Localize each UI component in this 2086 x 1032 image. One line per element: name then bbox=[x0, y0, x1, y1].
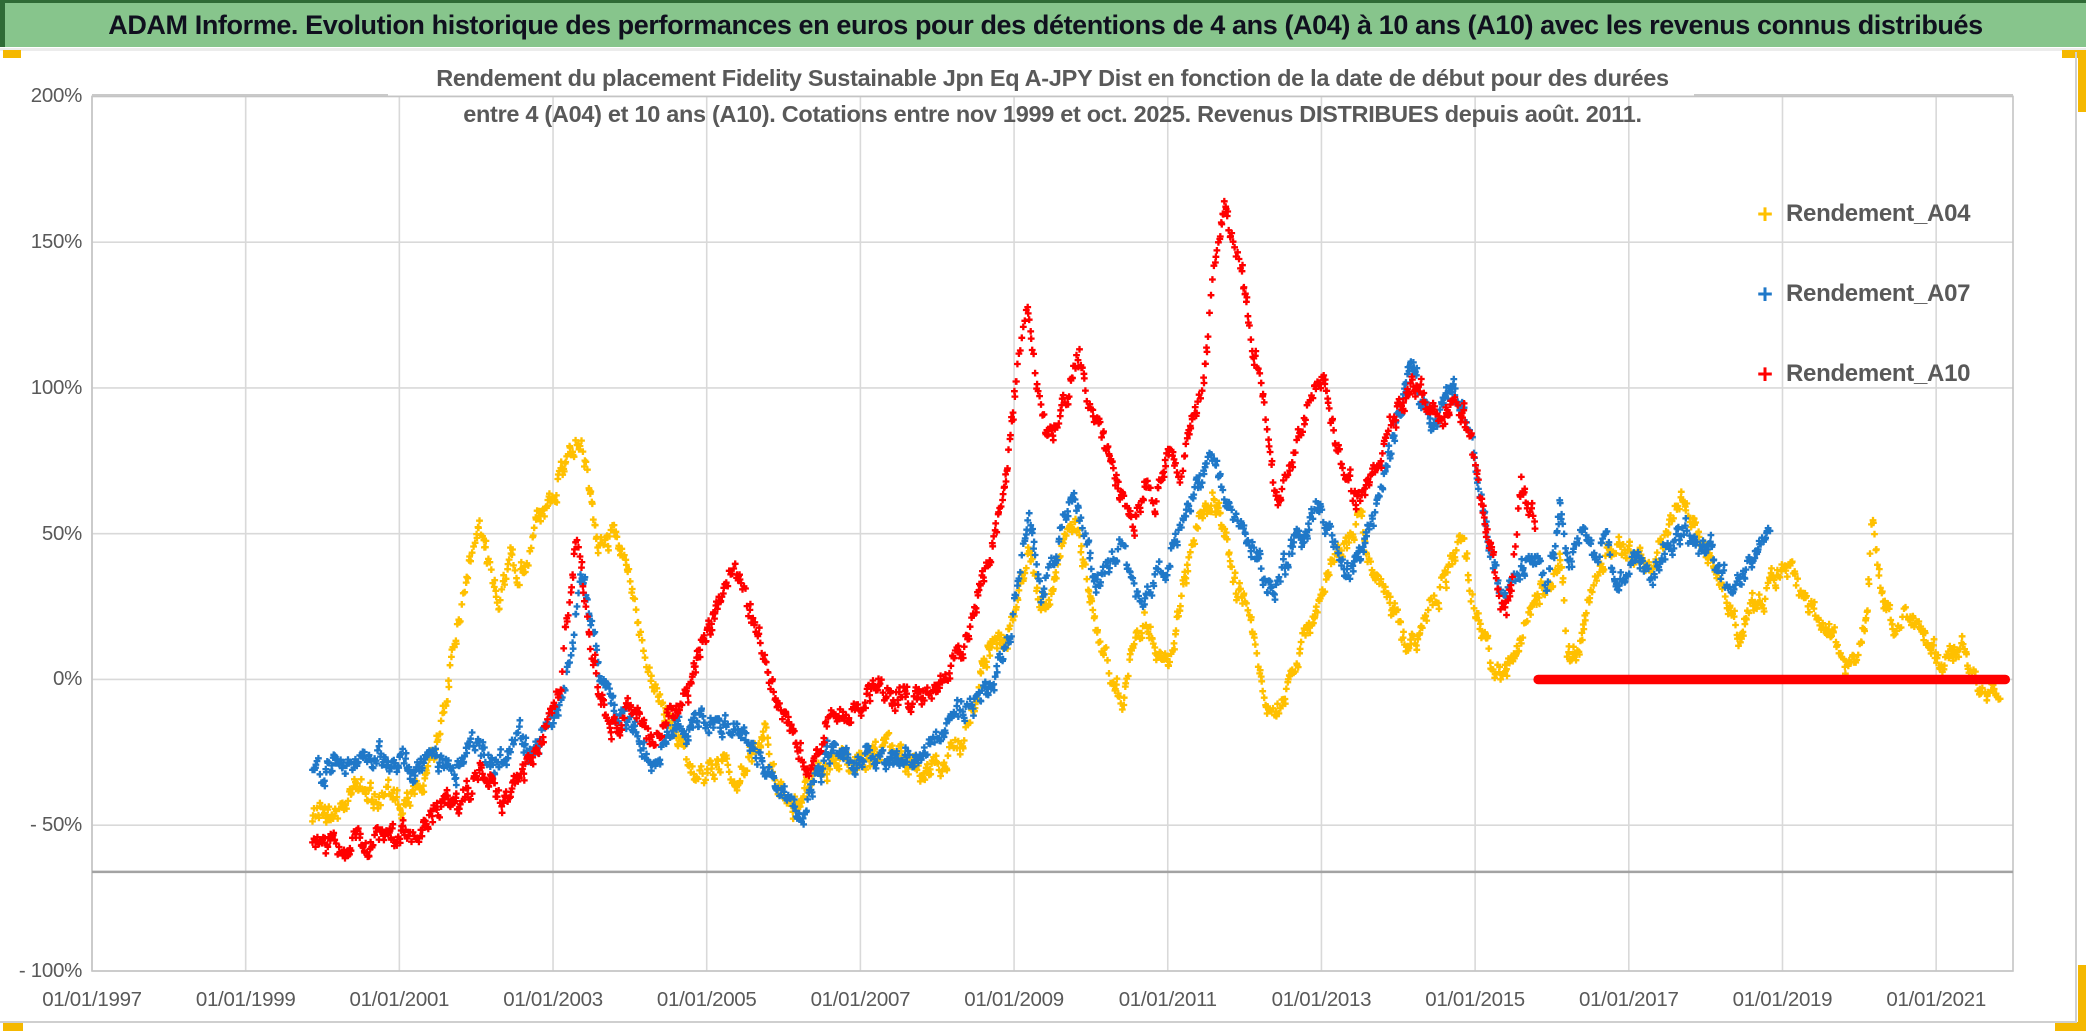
chart-subtitle-line2: entre 4 (A04) et 10 ans (A10). Cotations… bbox=[463, 101, 1642, 127]
legend-label: Rendement_A07 bbox=[1786, 280, 1971, 307]
x-tick-2011: 01/01/2011 bbox=[1118, 988, 1217, 1011]
accent-bottom-right-v bbox=[2078, 965, 2086, 1031]
chart-legend: + Rendement_A04 + Rendement_A07 + Rendement_A… bbox=[1752, 196, 1970, 436]
accent-top-left bbox=[3, 50, 21, 58]
series-Rendement_A07 bbox=[309, 358, 1774, 828]
chart-subtitle: Rendement du placement Fidelity Sustaina… bbox=[92, 60, 2013, 132]
legend-item-Rendement_A07: + Rendement_A07 bbox=[1752, 276, 1970, 312]
subtitle-rule-right bbox=[1694, 94, 2013, 96]
accent-top-right-v bbox=[2078, 50, 2086, 112]
accent-bottom-left bbox=[3, 1023, 23, 1031]
page-title: ADAM Informe. Evolution historique des p… bbox=[108, 9, 1983, 40]
subtitle-rule-left bbox=[92, 94, 388, 96]
series-Rendement_A04 bbox=[309, 436, 2004, 826]
y-tick-0%: 0% bbox=[52, 667, 82, 691]
legend-plus-marker-icon: + bbox=[1757, 279, 1773, 309]
accent-bottom-right-h bbox=[2055, 1022, 2086, 1031]
legend-label: Rendement_A04 bbox=[1786, 200, 1971, 227]
title-banner: ADAM Informe. Evolution historique des p… bbox=[0, 0, 2086, 47]
y-tick-- 100%: - 100% bbox=[18, 959, 82, 982]
legend-item-Rendement_A04: + Rendement_A04 bbox=[1752, 196, 1970, 232]
chart-outer-border-bottom bbox=[0, 1021, 2077, 1023]
legend-plus-marker-icon: + bbox=[1757, 199, 1773, 229]
chart-outer-border-right bbox=[2075, 52, 2077, 1021]
x-tick-2017: 01/01/2017 bbox=[1578, 988, 1679, 1011]
x-tick-2009: 01/01/2009 bbox=[964, 988, 1064, 1011]
series-Rendement_A10 bbox=[309, 197, 1539, 862]
x-tick-2007: 01/01/2007 bbox=[810, 988, 911, 1011]
chart-subtitle-line1: Rendement du placement Fidelity Sustaina… bbox=[436, 65, 1669, 91]
banner-divider bbox=[0, 48, 2086, 51]
accent-top-right-h bbox=[2062, 50, 2086, 58]
y-tick-200%: 200% bbox=[30, 84, 83, 108]
x-tick-2003: 01/01/2003 bbox=[503, 988, 603, 1011]
legend-label: Rendement_A10 bbox=[1786, 360, 1971, 387]
y-tick-- 50%: - 50% bbox=[29, 813, 82, 837]
x-tick-2005: 01/01/2005 bbox=[656, 988, 757, 1011]
x-tick-1999: 01/01/1999 bbox=[195, 988, 296, 1011]
x-tick-2015: 01/01/2015 bbox=[1425, 988, 1525, 1011]
legend-plus-marker-icon: + bbox=[1757, 359, 1773, 389]
x-tick-2019: 01/01/2019 bbox=[1732, 988, 1833, 1011]
legend-item-Rendement_A10: + Rendement_A10 bbox=[1752, 356, 1970, 392]
x-tick-2021: 01/01/2021 bbox=[1886, 988, 1986, 1011]
y-tick-50%: 50% bbox=[41, 521, 82, 545]
x-tick-2001: 01/01/2001 bbox=[349, 988, 450, 1011]
y-tick-100%: 100% bbox=[30, 375, 83, 399]
plot-frame bbox=[91, 95, 2014, 972]
y-tick-150%: 150% bbox=[30, 230, 83, 254]
x-tick-1997: 01/01/1997 bbox=[42, 988, 142, 1011]
x-tick-2013: 01/01/2013 bbox=[1271, 988, 1372, 1011]
